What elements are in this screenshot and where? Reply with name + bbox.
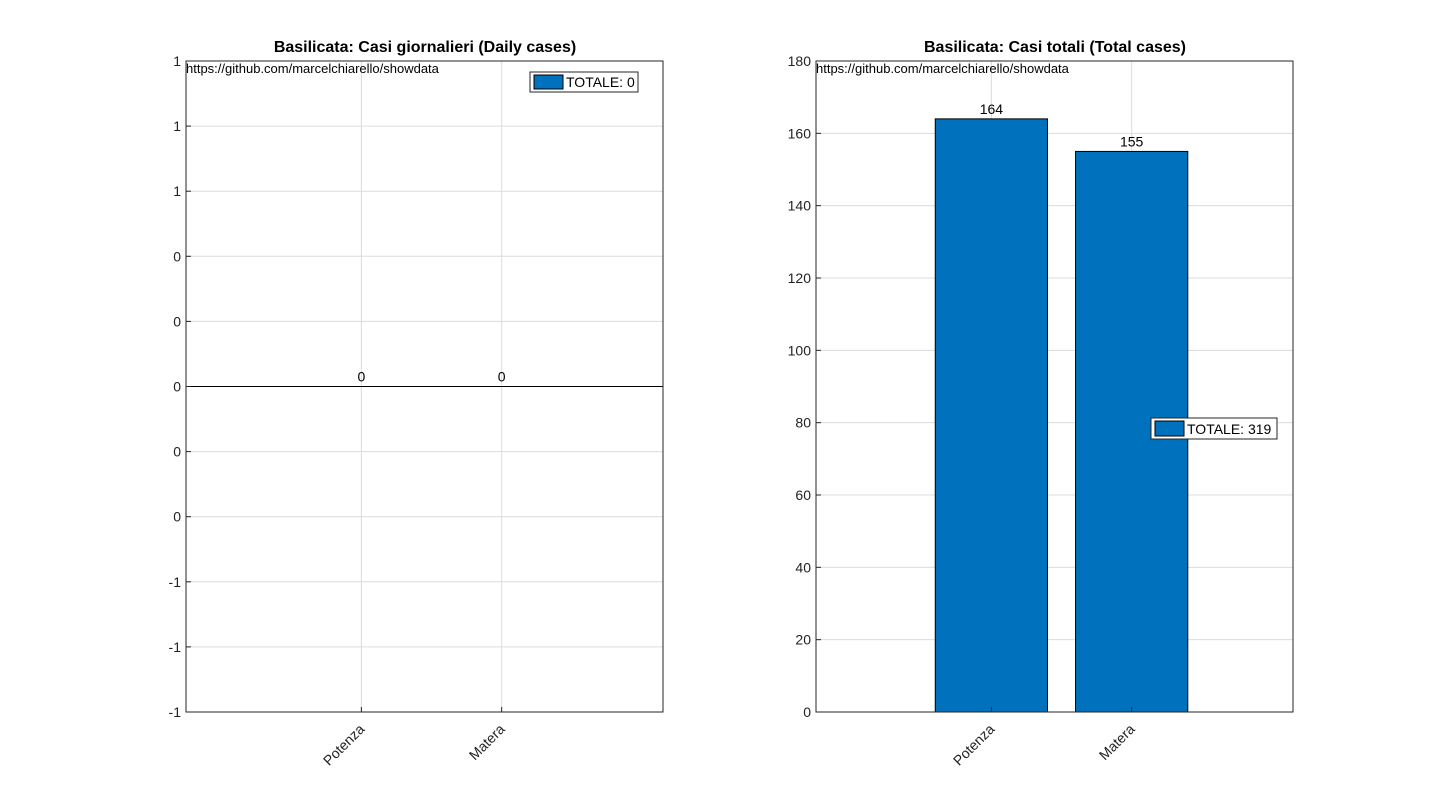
total-y-tick-label: 140 <box>788 198 812 214</box>
total-data-label-matera: 155 <box>1120 133 1144 149</box>
daily-y-tick-label: 0 <box>173 313 181 329</box>
daily-y-tick-label: 1 <box>173 53 181 69</box>
daily-chart-legend: TOTALE: 0 <box>529 71 639 93</box>
daily-y-tick-label: 1 <box>173 183 181 199</box>
daily-y-tick-label: 0 <box>173 444 181 460</box>
daily-x-tick-label-potenza: Potenza <box>320 721 368 769</box>
total-cases-axes: Basilicata: Casi totali (Total cases) 0 2… <box>788 39 1294 769</box>
daily-x-tick-label-matera: Matera <box>466 721 508 763</box>
daily-y-tick-label: 0 <box>173 248 181 264</box>
total-y-tick-label: 60 <box>795 487 811 503</box>
daily-chart-title: Basilicata: Casi giornalieri (Daily case… <box>274 39 576 56</box>
total-x-tick-label-potenza: Potenza <box>950 721 998 769</box>
total-y-tick-label: 180 <box>788 53 812 69</box>
total-y-tick-label: 120 <box>788 270 812 286</box>
daily-chart-source-annotation: https://github.com/marcelchiarello/showd… <box>186 61 440 76</box>
daily-legend-text: TOTALE: 0 <box>566 74 635 90</box>
total-y-tick-label: 20 <box>795 632 811 648</box>
total-y-tick-label: 80 <box>795 415 811 431</box>
total-chart-title: Basilicata: Casi totali (Total cases) <box>924 39 1186 56</box>
total-y-tick-label: 40 <box>795 559 811 575</box>
total-chart-legend: TOTALE: 319 <box>1150 417 1278 440</box>
daily-y-tick-label: 0 <box>173 509 181 525</box>
daily-legend-swatch <box>533 74 564 90</box>
total-chart-source-annotation: https://github.com/marcelchiarello/showd… <box>816 61 1070 76</box>
daily-y-tick-label: -1 <box>169 704 182 720</box>
total-legend-text: TOTALE: 319 <box>1187 421 1272 437</box>
total-bar-potenza <box>934 118 1048 713</box>
daily-y-tick-label: -1 <box>169 574 182 590</box>
daily-data-label-matera: 0 <box>498 369 506 385</box>
daily-y-tick-label: -1 <box>169 639 182 655</box>
daily-y-tick-label: 1 <box>173 118 181 134</box>
daily-y-tick-label: 0 <box>173 379 181 395</box>
total-y-tick-label: 100 <box>788 342 812 358</box>
total-data-label-potenza: 164 <box>980 101 1004 117</box>
daily-data-label-potenza: 0 <box>357 369 365 385</box>
total-x-tick-label-matera: Matera <box>1096 721 1138 763</box>
total-y-tick-label: 160 <box>788 125 812 141</box>
total-legend-swatch <box>1154 420 1185 437</box>
daily-cases-axes: Basilicata: Casi giornalieri (Daily case… <box>169 39 664 769</box>
total-y-tick-label: 0 <box>803 704 811 720</box>
